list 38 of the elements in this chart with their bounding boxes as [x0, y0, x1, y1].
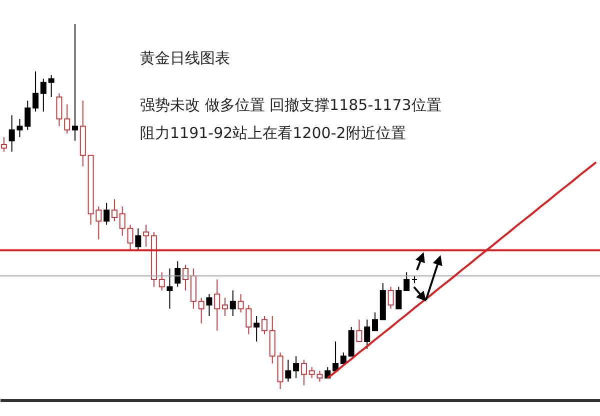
candlestick — [222, 297, 228, 316]
candlestick — [158, 272, 165, 291]
candlestick — [166, 268, 173, 310]
candlestick — [332, 341, 339, 372]
candlestick — [404, 272, 410, 291]
candlestick — [254, 316, 260, 342]
candlestick — [174, 260, 181, 288]
candlestick — [32, 70, 39, 112]
candlestick — [340, 352, 346, 364]
candlestick — [364, 319, 370, 350]
candlestick — [48, 74, 54, 98]
candlestick — [40, 78, 46, 112]
candlestick — [72, 24, 78, 142]
annotation: 强势未改 做多位置 回撤支撑1185-1173位置 — [140, 96, 442, 114]
text: 黄金日线图表 — [140, 49, 230, 67]
candlestick — [64, 104, 70, 134]
candlestick — [206, 294, 212, 316]
candlestick — [127, 224, 134, 251]
candlestick — [198, 297, 204, 324]
candlestick — [293, 356, 300, 379]
candlestick — [214, 279, 220, 332]
candlestick — [261, 316, 268, 335]
candlestick — [104, 202, 110, 226]
candlestick — [182, 264, 189, 291]
candlestick — [119, 206, 126, 236]
candlestick — [56, 92, 62, 127]
candlestick — [285, 359, 292, 382]
candlestick — [135, 228, 142, 251]
candlestick — [388, 286, 394, 310]
annotation: 阻力1191-92站上在看1200-2附近位置 — [140, 124, 406, 142]
candlestick — [396, 286, 402, 310]
candlestick — [230, 290, 236, 316]
candlestick — [111, 198, 118, 222]
candlestick — [300, 359, 307, 386]
candlestick — [372, 312, 378, 332]
candlestick — [24, 100, 31, 130]
candlestick — [143, 224, 150, 248]
candlestick — [356, 319, 362, 342]
